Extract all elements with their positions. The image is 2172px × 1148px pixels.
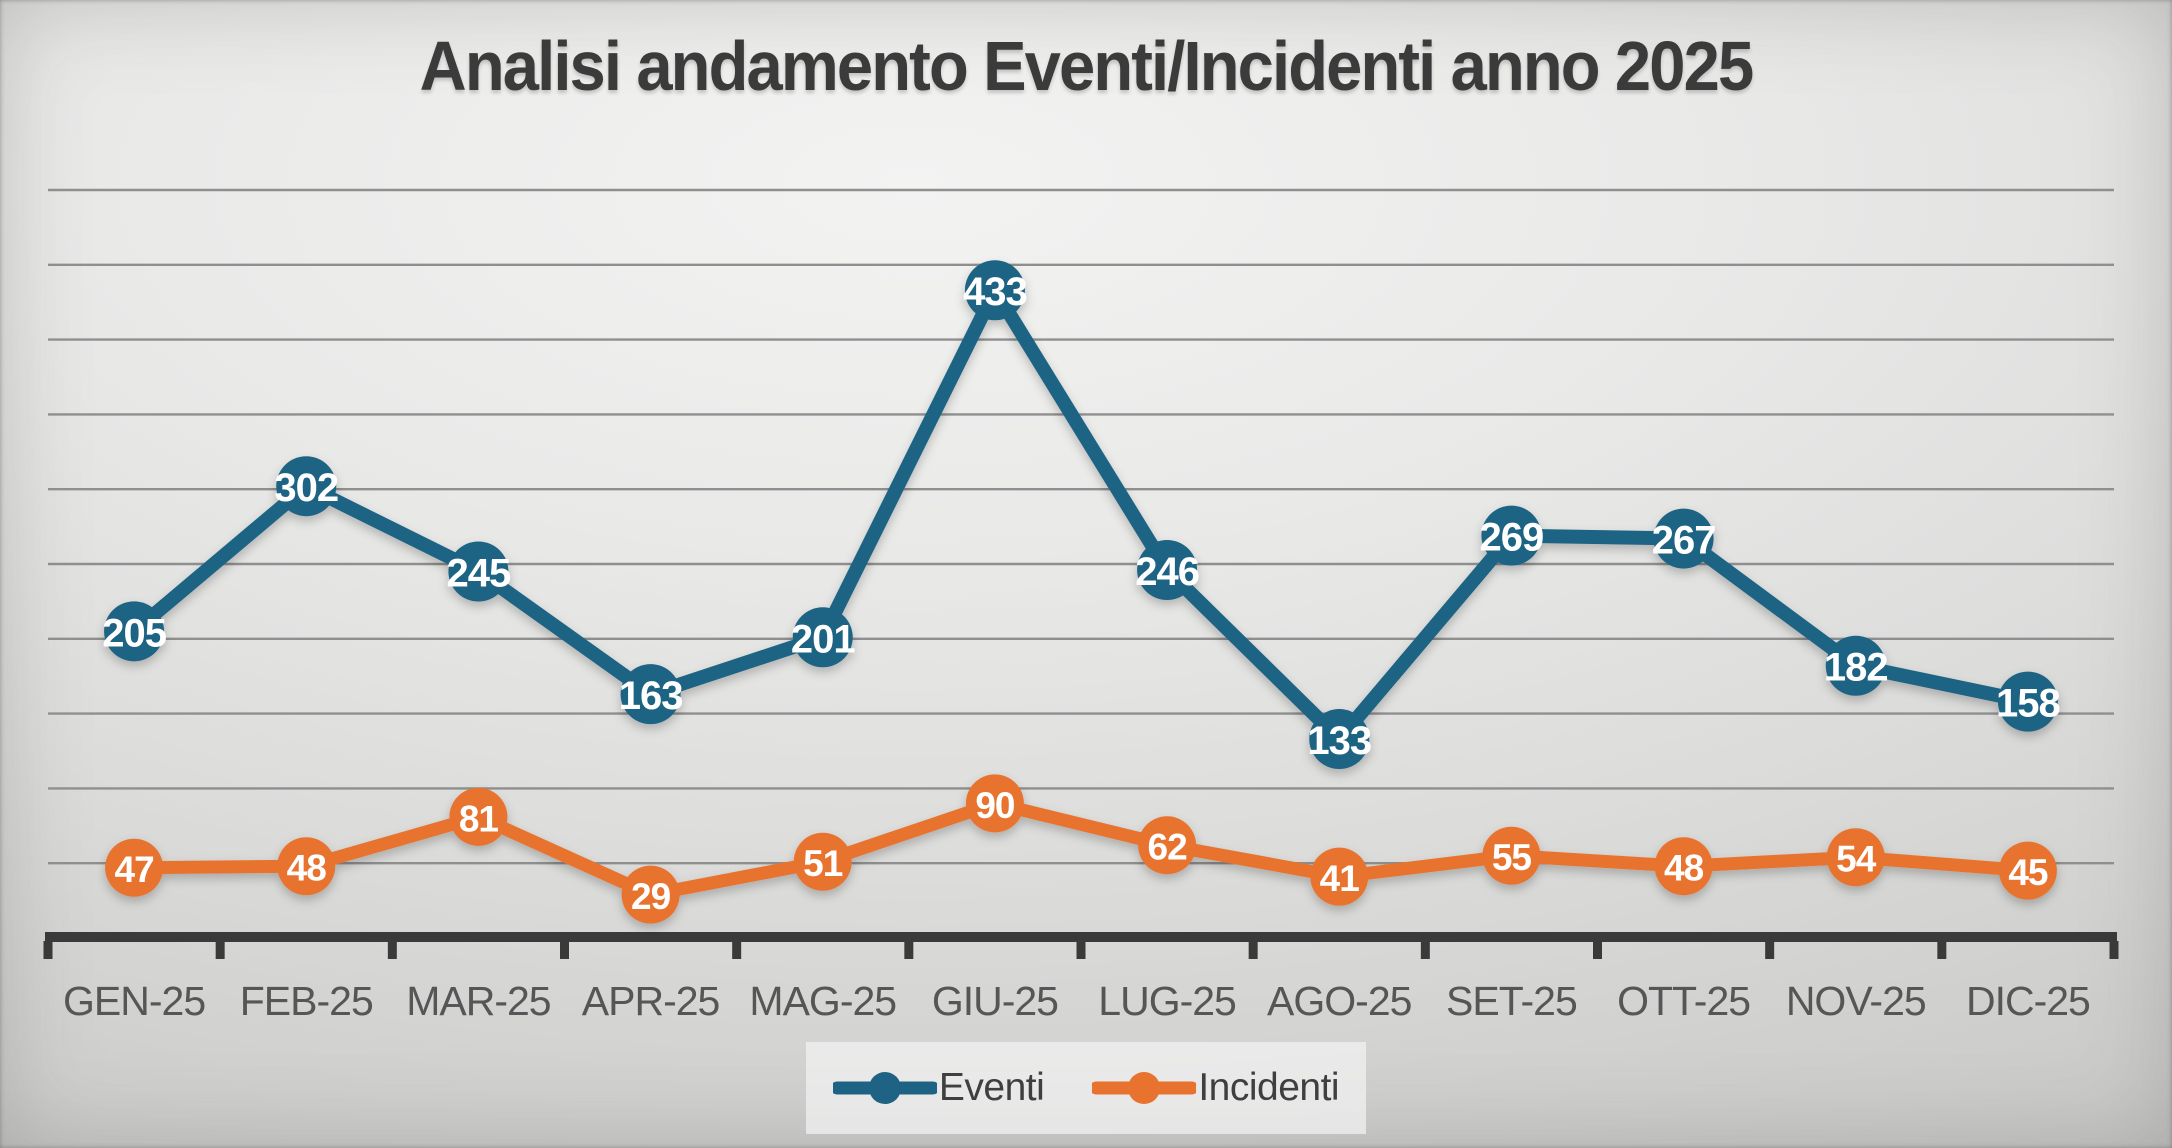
series-eventi: 205 302 245 163 201 433 246 133 269 267 182 158: [102, 260, 2062, 770]
data-point-marker[interactable]: [1310, 847, 1369, 906]
data-point-label: 54: [1836, 839, 1877, 880]
x-axis-label: FEB-25: [240, 978, 373, 1024]
data-point-marker[interactable]: [1653, 508, 1714, 569]
data-point-marker[interactable]: [621, 865, 680, 924]
x-axis-label: GEN-25: [63, 978, 205, 1024]
data-point-label: 48: [287, 848, 327, 889]
legend-item-incidenti[interactable]: Incidenti: [1092, 1065, 1340, 1111]
data-point-label: 158: [1996, 682, 2060, 726]
data-point-label: 51: [803, 843, 843, 884]
data-point-label: 245: [447, 551, 511, 595]
data-point-label: 41: [1320, 858, 1360, 899]
x-axis-label: MAR-25: [406, 978, 551, 1024]
data-point-marker[interactable]: [1825, 635, 1886, 696]
eventi-line-marker-icon: [832, 1072, 937, 1104]
data-point-label: 55: [1492, 837, 1532, 878]
data-point-marker[interactable]: [449, 787, 508, 846]
series-line-eventi: [127, 283, 2035, 747]
data-point-marker[interactable]: [1137, 539, 1198, 600]
series-line-incidenti: [127, 796, 2035, 902]
data-point-marker[interactable]: [1482, 826, 1541, 885]
data-point-label: 62: [1148, 827, 1188, 868]
data-point-label: 45: [2008, 852, 2048, 893]
data-point-label: 48: [1664, 848, 1704, 889]
data-point-label: 246: [1135, 550, 1199, 594]
x-axis-label: GIU-25: [932, 978, 1058, 1024]
data-point-marker[interactable]: [964, 260, 1025, 321]
x-axis-label: OTT-25: [1617, 978, 1750, 1024]
data-point-label: 267: [1652, 519, 1716, 563]
data-point-label: 182: [1824, 646, 1888, 690]
legend-label-eventi: Eventi: [938, 1066, 1045, 1109]
data-point-label: 433: [963, 270, 1027, 314]
x-axis-label: NOV-25: [1786, 978, 1926, 1024]
x-axis-label: LUG-25: [1098, 978, 1236, 1024]
x-axis-labels: GEN-25 FEB-25 MAR-25 APR-25 MAG-25 GIU-25 LUG-…: [63, 978, 2091, 1024]
data-point-marker[interactable]: [1997, 671, 2058, 732]
data-point-label: 205: [102, 611, 166, 655]
data-point-marker[interactable]: [105, 838, 164, 897]
data-point-marker[interactable]: [620, 664, 681, 725]
x-axis-label: MAG-25: [749, 978, 896, 1024]
data-point-marker[interactable]: [793, 832, 852, 891]
data-point-marker[interactable]: [1481, 505, 1542, 566]
data-point-marker[interactable]: [448, 541, 509, 602]
legend-label-incidenti: Incidenti: [1198, 1066, 1340, 1109]
data-point-label: 81: [459, 798, 499, 839]
data-point-marker[interactable]: [104, 601, 165, 662]
data-point-label: 163: [619, 674, 683, 718]
series-incidenti: 47 48 81 29 51 90 62 41 55 48 54 45: [105, 774, 2057, 924]
data-point-marker[interactable]: [1654, 837, 1713, 896]
x-axis-label: AGO-25: [1267, 978, 1412, 1024]
x-axis: [43, 932, 2119, 959]
data-point-marker[interactable]: [1998, 841, 2057, 900]
gridlines: [48, 188, 2114, 865]
incidenti-line-marker-icon: [1092, 1072, 1197, 1104]
data-point-marker[interactable]: [965, 774, 1024, 833]
x-axis-label: SET-25: [1446, 978, 1577, 1024]
data-point-label: 133: [1307, 719, 1371, 763]
chart-title: Analisi andamento Eventi/Incidenti anno …: [419, 27, 1754, 105]
data-point-label: 29: [631, 876, 671, 917]
x-axis-label: APR-25: [582, 978, 720, 1024]
data-point-marker[interactable]: [1309, 709, 1370, 770]
legend: Eventi Incidenti: [806, 1042, 1366, 1134]
data-point-marker[interactable]: [792, 607, 853, 668]
data-point-marker[interactable]: [1826, 828, 1885, 887]
data-point-marker[interactable]: [277, 837, 336, 896]
data-point-marker[interactable]: [276, 456, 337, 517]
data-point-label: 47: [115, 849, 154, 890]
data-point-label: 269: [1480, 516, 1544, 560]
data-point-label: 201: [791, 617, 855, 661]
data-point-label: 302: [274, 466, 338, 510]
x-axis-label: DIC-25: [1966, 978, 2090, 1024]
data-point-marker[interactable]: [1138, 816, 1197, 875]
data-point-label: 90: [975, 785, 1015, 826]
legend-item-eventi[interactable]: Eventi: [832, 1065, 1045, 1111]
